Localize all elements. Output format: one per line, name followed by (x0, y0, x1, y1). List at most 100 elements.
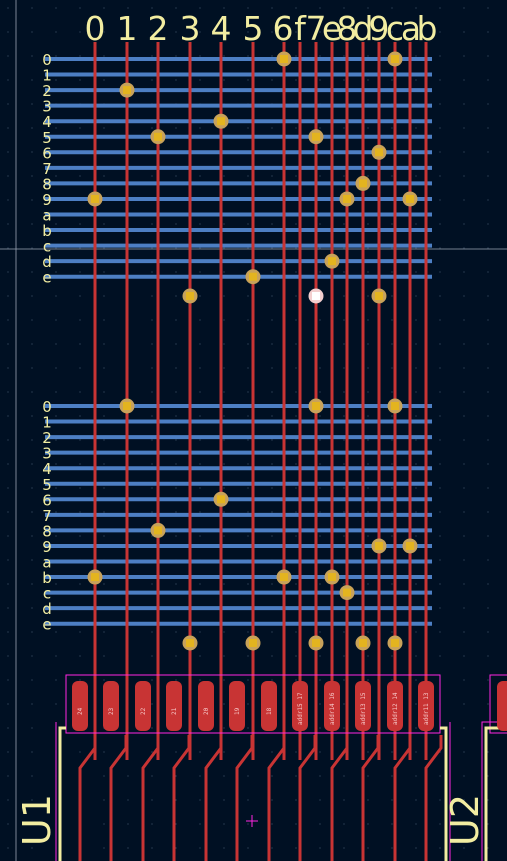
pad-label: addr13 15 (360, 692, 367, 725)
grid-dot (271, 511, 273, 513)
grid-dot (463, 703, 465, 705)
via-drill (359, 639, 367, 647)
grid-dot (295, 511, 297, 513)
grid-dot (7, 799, 9, 801)
grid-dot (463, 799, 465, 801)
grid-dot (439, 295, 441, 297)
grid-dot (7, 751, 9, 753)
grid-dot (55, 271, 57, 273)
grid-dot (415, 679, 417, 681)
grid-dot (175, 55, 177, 57)
smd-pad (135, 681, 151, 731)
grid-dot (151, 727, 153, 729)
grid-dot (79, 31, 81, 33)
grid-dot (7, 727, 9, 729)
grid-dot (7, 343, 9, 345)
grid-dot (487, 607, 489, 609)
grid-dot (247, 703, 249, 705)
grid-dot (199, 535, 201, 537)
grid-dot (79, 487, 81, 489)
grid-dot (391, 775, 393, 777)
grid-dot (415, 7, 417, 9)
grid-dot (7, 199, 9, 201)
grid-dot (439, 367, 441, 369)
grid-dot (319, 247, 321, 249)
grid-dot (103, 775, 105, 777)
grid-dot (271, 127, 273, 129)
grid-dot (487, 175, 489, 177)
grid-dot (439, 175, 441, 177)
grid-dot (343, 295, 345, 297)
grid-dot (391, 487, 393, 489)
grid-dot (175, 343, 177, 345)
grid-dot (7, 127, 9, 129)
grid-dot (295, 367, 297, 369)
grid-dot (391, 247, 393, 249)
grid-dot (199, 55, 201, 57)
grid-dot (463, 415, 465, 417)
grid-dot (247, 79, 249, 81)
grid-dot (223, 343, 225, 345)
row-label-bottom: 3 (42, 445, 52, 463)
grid-dot (199, 679, 201, 681)
grid-dot (247, 439, 249, 441)
grid-dot (439, 823, 441, 825)
grid-dot (103, 487, 105, 489)
silkscreen-labels: 0 1 2 3 4 5 6 f 7e8d9cab0123456789abcde012345678… (42, 9, 437, 634)
via-drill (91, 194, 99, 203)
grid-dot (223, 799, 225, 801)
grid-dot (343, 439, 345, 441)
grid-dot (319, 55, 321, 57)
grid-dot (295, 391, 297, 393)
grid-dot (391, 31, 393, 33)
grid-dot (367, 535, 369, 537)
grid-dot (415, 799, 417, 801)
grid-dot (223, 319, 225, 321)
grid-dot (271, 535, 273, 537)
grid-dot (415, 295, 417, 297)
grid-dot (367, 415, 369, 417)
row-label-top: 5 (42, 129, 52, 147)
via-drill (249, 639, 257, 647)
grid-dot (151, 175, 153, 177)
grid-dot (103, 415, 105, 417)
grid-dot (415, 535, 417, 537)
grid-dot (343, 487, 345, 489)
pad-label: 24 (77, 707, 84, 715)
grid-dot (223, 511, 225, 513)
smd-pad (387, 681, 403, 731)
grid-dot (271, 271, 273, 273)
grid-dot (31, 271, 33, 273)
via-drill (359, 179, 367, 188)
fanout-traces (78, 735, 443, 861)
grid-dot (343, 655, 345, 657)
grid-dot (31, 415, 33, 417)
grid-dot (31, 295, 33, 297)
grid-dot (319, 703, 321, 705)
grid-dot (391, 655, 393, 657)
grid-dot (463, 775, 465, 777)
grid-dot (151, 775, 153, 777)
grid-dot (199, 631, 201, 633)
row-label-bottom: 4 (42, 460, 52, 478)
grid-dot (343, 511, 345, 513)
via-drill (391, 402, 399, 410)
grid-dot (415, 511, 417, 513)
grid-dot (103, 655, 105, 657)
grid-dot (415, 751, 417, 753)
grid-dot (223, 415, 225, 417)
grid-dot (79, 391, 81, 393)
grid-dot (247, 343, 249, 345)
grid-dot (343, 415, 345, 417)
grid-dot (175, 415, 177, 417)
fanout-trace (78, 735, 97, 861)
grid-dot (415, 487, 417, 489)
grid-dot (415, 727, 417, 729)
grid-dot (415, 127, 417, 129)
grid-dot (367, 823, 369, 825)
grid-dot (367, 511, 369, 513)
grid-dot (415, 703, 417, 705)
grid-dot (199, 583, 201, 585)
via-drill (375, 541, 383, 550)
